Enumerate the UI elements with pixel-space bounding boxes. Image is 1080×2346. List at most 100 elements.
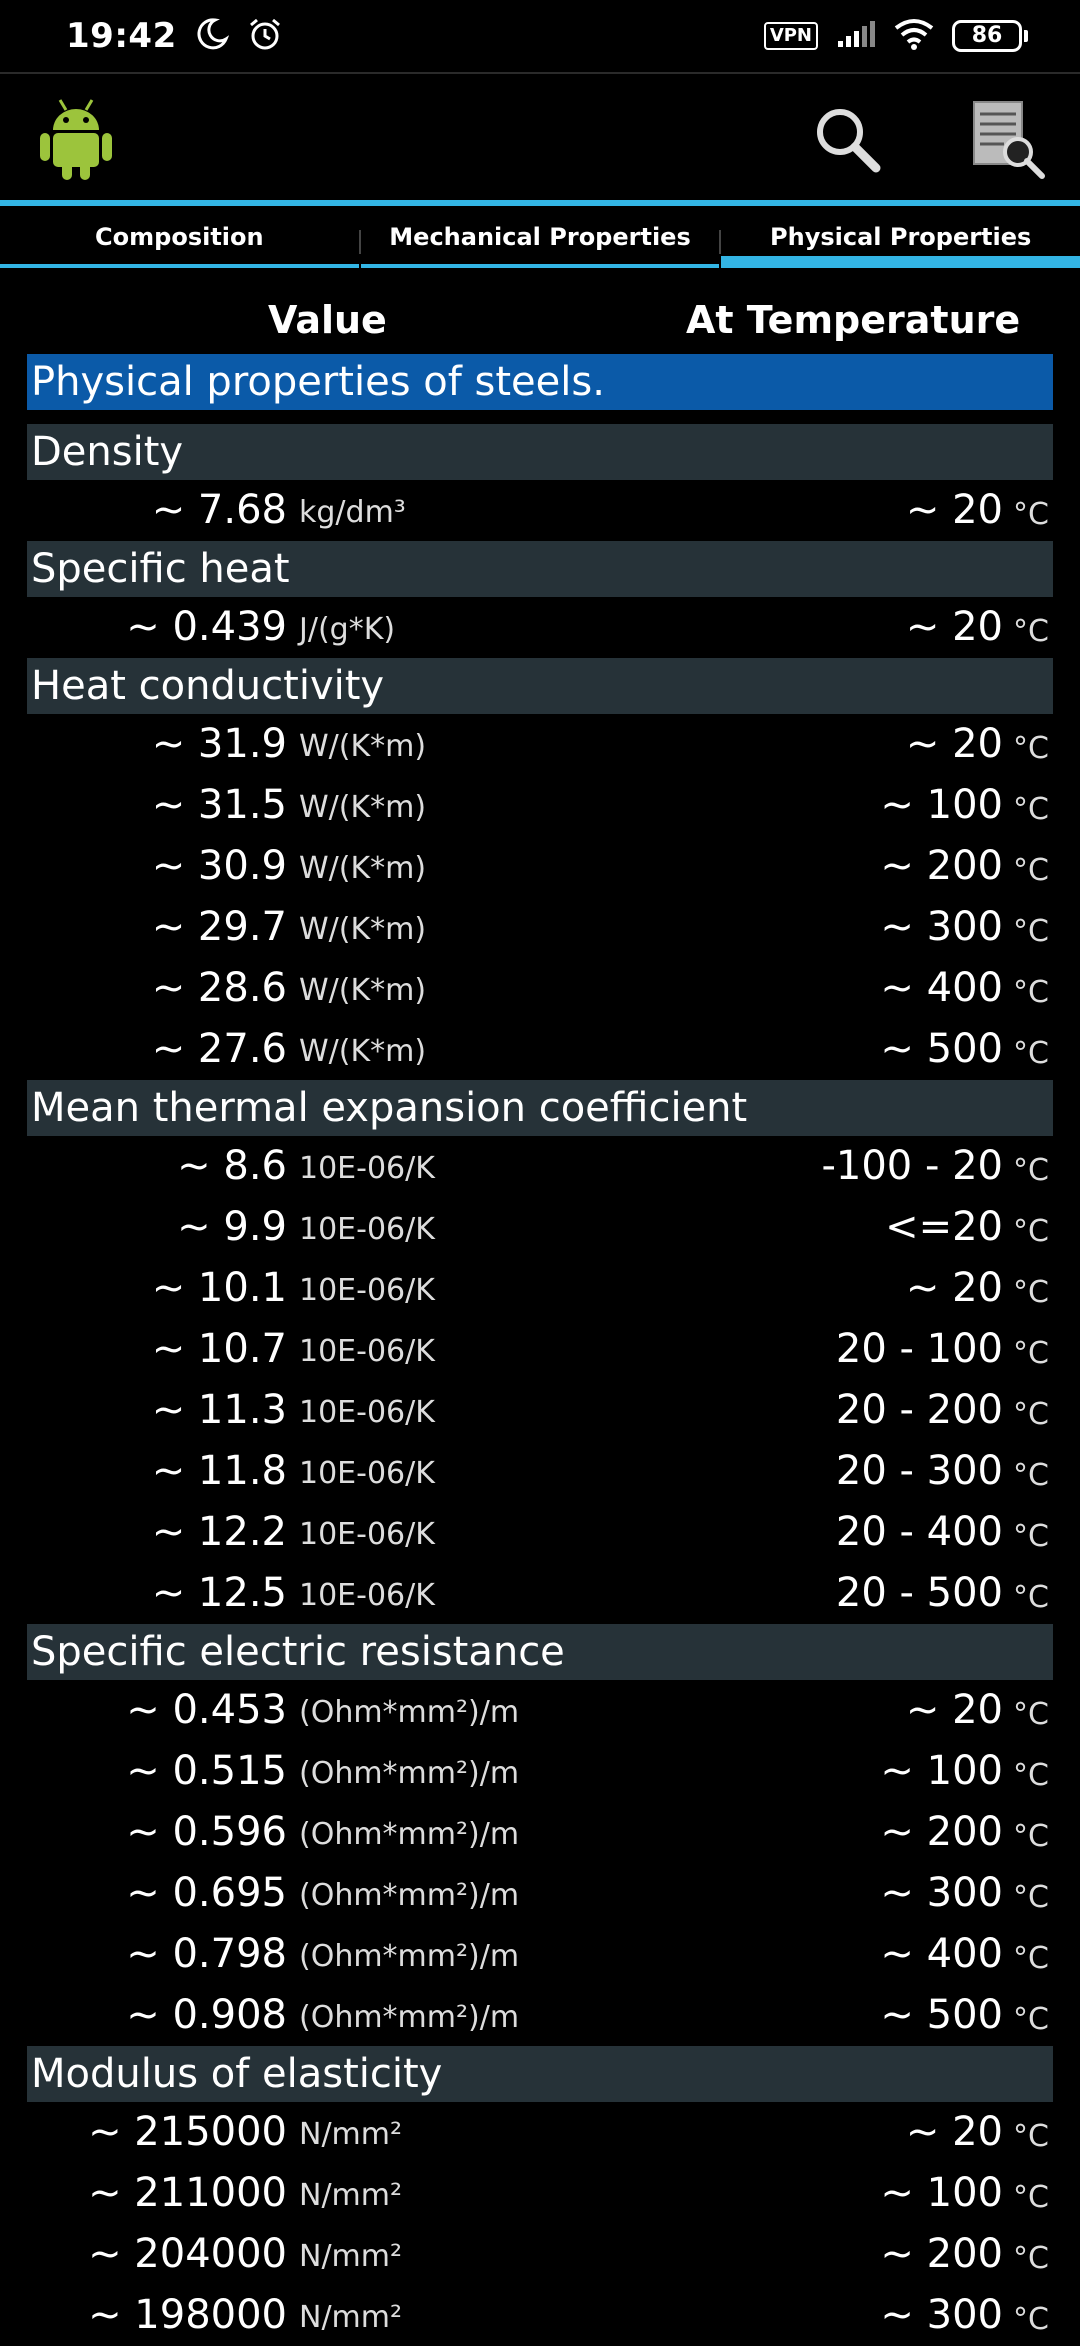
status-right: VPN 86 [763, 18, 1028, 54]
property-value: ~ 10.1 [151, 1265, 287, 1311]
temperature-value: ~ 500 [880, 1992, 1003, 2038]
property-value: ~ 12.5 [151, 1570, 287, 1616]
section-header: Modulus of elasticity [27, 2046, 1053, 2102]
property-unit: (Ohm*mm²)/m [299, 1939, 520, 1974]
property-value: ~ 0.515 [126, 1748, 287, 1794]
property-row: ~ 0.695 (Ohm*mm²)/m ~ 300 °C [27, 1863, 1053, 1924]
property-row: ~ 0.439 J/(g*K) ~ 20 °C [27, 597, 1053, 658]
temperature-value: ~ 100 [880, 1748, 1003, 1794]
temperature-unit: °C [1013, 1819, 1049, 1854]
property-value: ~ 11.3 [151, 1387, 287, 1433]
property-value: ~ 12.2 [151, 1509, 287, 1555]
property-value: ~ 0.695 [126, 1870, 287, 1916]
temperature-value: ~ 200 [880, 1809, 1003, 1855]
temperature-unit: °C [1013, 2180, 1049, 2215]
property-row: ~ 10.7 10E-06/K 20 - 100 °C [27, 1319, 1053, 1380]
temperature-unit: °C [1013, 2241, 1049, 2276]
tab-label: Physical Properties [770, 223, 1032, 251]
property-unit: W/(K*m) [299, 790, 427, 825]
temperature-unit: °C [1013, 1036, 1049, 1071]
temperature-value: 20 - 300 [835, 1448, 1003, 1494]
property-row: ~ 12.5 10E-06/K 20 - 500 °C [27, 1563, 1053, 1624]
column-header: Value At Temperature [0, 292, 1080, 354]
tab-indicator [360, 264, 720, 268]
property-value: ~ 29.7 [151, 904, 287, 950]
section-header: Specific heat [27, 541, 1053, 597]
list-title: Physical properties of steels. [27, 354, 1053, 410]
tab-mechanical-properties[interactable]: Mechanical Properties [360, 206, 720, 268]
property-value: ~ 0.453 [126, 1687, 287, 1733]
temperature-value: ~ 20 [905, 721, 1003, 767]
property-row: ~ 30.9 W/(K*m) ~ 200 °C [27, 836, 1053, 897]
temperature-value: ~ 500 [880, 1026, 1003, 1072]
battery-indicator: 86 [952, 20, 1028, 52]
temperature-unit: °C [1013, 1880, 1049, 1915]
property-value: ~ 0.798 [126, 1931, 287, 1977]
property-value: ~ 27.6 [151, 1026, 287, 1072]
property-unit: (Ohm*mm²)/m [299, 1817, 520, 1852]
temperature-unit: °C [1013, 792, 1049, 827]
temperature-unit: °C [1013, 1519, 1049, 1554]
property-unit: (Ohm*mm²)/m [299, 1695, 520, 1730]
property-row: ~ 215000 N/mm² ~ 20 °C [27, 2102, 1053, 2163]
tab-bar: Composition Mechanical Properties Physic… [0, 206, 1080, 268]
property-row: ~ 0.798 (Ohm*mm²)/m ~ 400 °C [27, 1924, 1053, 1985]
property-unit: W/(K*m) [299, 912, 427, 947]
tab-composition[interactable]: Composition [0, 206, 359, 268]
temperature-value: ~ 200 [880, 2231, 1003, 2277]
document-search-icon [973, 101, 1045, 179]
property-value: ~ 31.9 [151, 721, 287, 767]
property-value: ~ 7.68 [151, 487, 287, 533]
property-value: ~ 215000 [88, 2109, 287, 2155]
battery-tip [1024, 30, 1028, 42]
temperature-unit: °C [1013, 1275, 1049, 1310]
tab-label: Composition [95, 223, 264, 251]
search-button[interactable] [812, 104, 882, 174]
property-row: ~ 29.7 W/(K*m) ~ 300 °C [27, 897, 1053, 958]
properties-list[interactable]: Physical properties of steels. Density ~ … [27, 354, 1053, 2346]
temperature-value: ~ 100 [880, 782, 1003, 828]
property-row: ~ 211000 N/mm² ~ 100 °C [27, 2163, 1053, 2224]
temperature-unit: °C [1013, 614, 1049, 649]
temperature-value: ~ 20 [905, 487, 1003, 533]
temperature-value: -100 - 20 [821, 1143, 1003, 1189]
battery-level: 86 [952, 20, 1022, 52]
temperature-value: 20 - 500 [835, 1570, 1003, 1616]
temperature-unit: °C [1013, 853, 1049, 888]
document-search-button[interactable] [968, 98, 1048, 180]
temperature-value: <=20 [885, 1204, 1003, 1250]
signal-icon [836, 19, 876, 53]
section-header: Specific electric resistance [27, 1624, 1053, 1680]
temperature-unit: °C [1013, 497, 1049, 532]
property-row: ~ 7.68 kg/dm³ ~ 20 °C [27, 480, 1053, 541]
property-value: ~ 10.7 [151, 1326, 287, 1372]
temperature-value: ~ 300 [880, 2292, 1003, 2338]
section-header: Density [27, 424, 1053, 480]
property-unit: 10E-06/K [299, 1334, 435, 1369]
status-left: 19:42 [66, 16, 283, 56]
property-value: ~ 11.8 [151, 1448, 287, 1494]
property-unit: W/(K*m) [299, 973, 427, 1008]
tab-physical-properties[interactable]: Physical Properties [721, 206, 1080, 268]
temperature-value: 20 - 100 [835, 1326, 1003, 1372]
action-bar-divider [0, 200, 1080, 206]
temperature-value: ~ 400 [880, 1931, 1003, 1977]
section-header: Mean thermal expansion coefficient [27, 1080, 1053, 1136]
property-unit: 10E-06/K [299, 1578, 435, 1613]
property-value: ~ 8.6 [177, 1143, 287, 1189]
property-unit: W/(K*m) [299, 851, 427, 886]
property-row: ~ 204000 N/mm² ~ 200 °C [27, 2224, 1053, 2285]
property-row: ~ 12.2 10E-06/K 20 - 400 °C [27, 1502, 1053, 1563]
property-row: ~ 11.8 10E-06/K 20 - 300 °C [27, 1441, 1053, 1502]
property-row: ~ 31.9 W/(K*m) ~ 20 °C [27, 714, 1053, 775]
property-unit: 10E-06/K [299, 1273, 435, 1308]
temperature-unit: °C [1013, 731, 1049, 766]
temperature-value: ~ 20 [905, 604, 1003, 650]
property-row: ~ 9.9 10E-06/K <=20 °C [27, 1197, 1053, 1258]
status-time: 19:42 [66, 16, 177, 56]
vpn-badge: VPN [763, 22, 818, 50]
property-value: ~ 0.596 [126, 1809, 287, 1855]
android-app-icon[interactable] [36, 96, 116, 182]
property-unit: W/(K*m) [299, 1034, 427, 1069]
property-unit: 10E-06/K [299, 1151, 435, 1186]
